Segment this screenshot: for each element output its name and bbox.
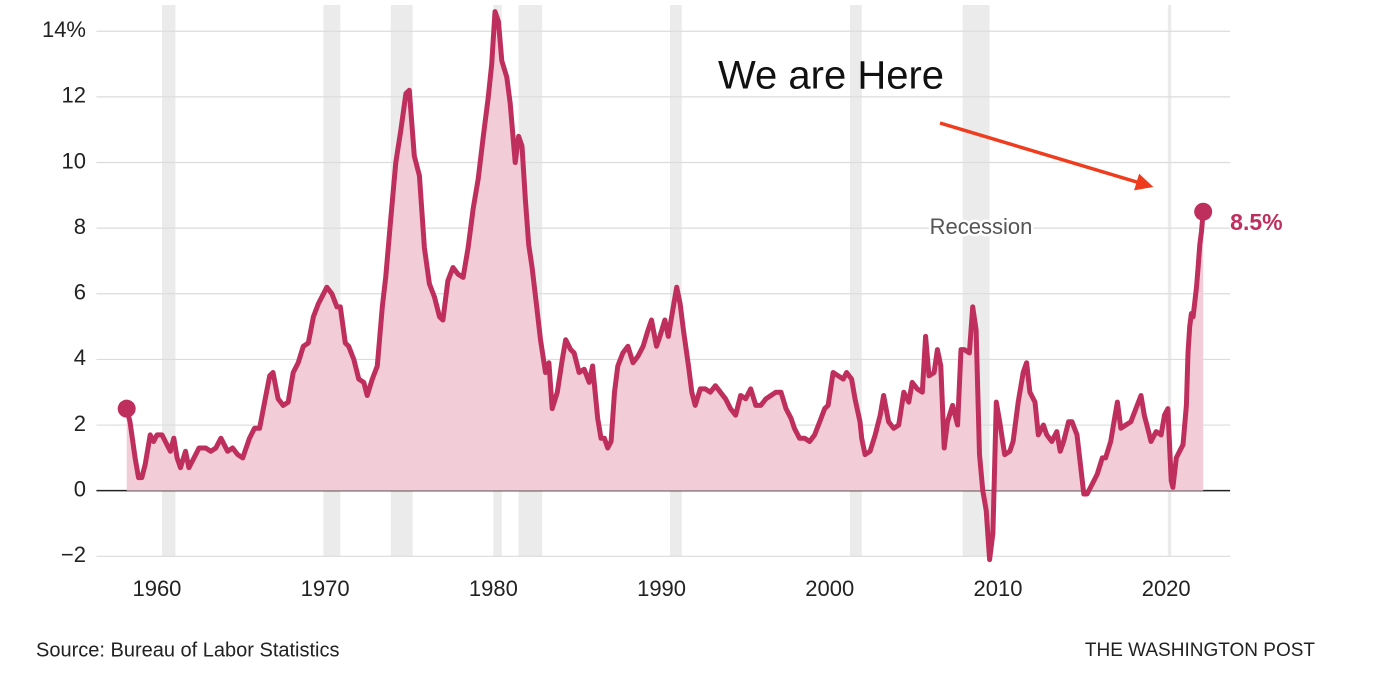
recession-band — [849, 5, 862, 557]
area — [126, 11, 1204, 560]
y-tick-label: 10 — [62, 148, 86, 173]
y-tick-label: 0 — [74, 476, 86, 501]
annotation-arrow — [939, 121, 1154, 191]
annotation: We are Here — [718, 54, 944, 98]
source: Source: Bureau of Labor Statistics — [36, 639, 340, 661]
y-tick-label: 4 — [74, 345, 86, 370]
value-label: 8.5% — [1230, 209, 1282, 235]
x-tick-label: 1970 — [301, 576, 350, 601]
x-tick-label: 2010 — [974, 576, 1023, 601]
line — [124, 9, 1206, 563]
credit: THE WASHINGTON POST — [1085, 640, 1316, 661]
x-tick-label: 2000 — [805, 576, 854, 601]
x-tick-label: 1990 — [637, 576, 686, 601]
recession-label: Recession — [930, 214, 1033, 239]
x-tick-label: 1980 — [469, 576, 518, 601]
y-tick-label: 8 — [74, 214, 86, 239]
y-tick-label: 12 — [62, 83, 86, 108]
end-dot — [117, 399, 136, 418]
y-tick-label: −2 — [61, 542, 86, 567]
recession-band — [1167, 5, 1172, 557]
x-tick-label: 1960 — [132, 576, 181, 601]
y-tick-label: 6 — [74, 280, 86, 305]
end-dot — [1194, 202, 1213, 221]
y-tick-label: 14% — [42, 17, 86, 42]
recession-band — [669, 5, 682, 557]
recession-band — [161, 5, 176, 557]
y-tick-label: 2 — [74, 411, 86, 436]
x-tick-label: 2020 — [1142, 576, 1191, 601]
